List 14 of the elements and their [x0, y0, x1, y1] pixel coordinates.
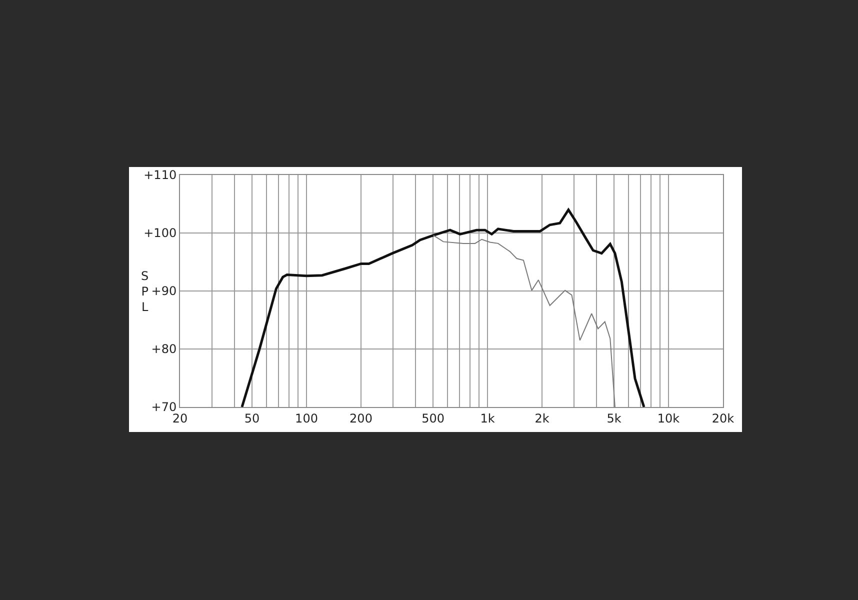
x-tick-label: 200 — [350, 411, 372, 426]
y-tick-label: +100 — [144, 226, 177, 240]
x-tick-label: 20k — [712, 411, 734, 426]
x-tick-label: 5k — [606, 411, 622, 426]
x-tick-label: 10k — [657, 411, 680, 426]
x-tick-label: 500 — [422, 411, 444, 426]
y-tick-label: +90 — [151, 284, 177, 298]
x-tick-label: 50 — [244, 411, 260, 426]
y-tick-label: +110 — [144, 168, 177, 182]
x-tick-label: 2k — [534, 411, 550, 426]
x-tick-label: 100 — [295, 411, 318, 426]
y-axis-title: SPL — [141, 269, 149, 314]
y-tick-label: +80 — [151, 342, 177, 356]
x-tick-label: 1k — [480, 411, 495, 426]
